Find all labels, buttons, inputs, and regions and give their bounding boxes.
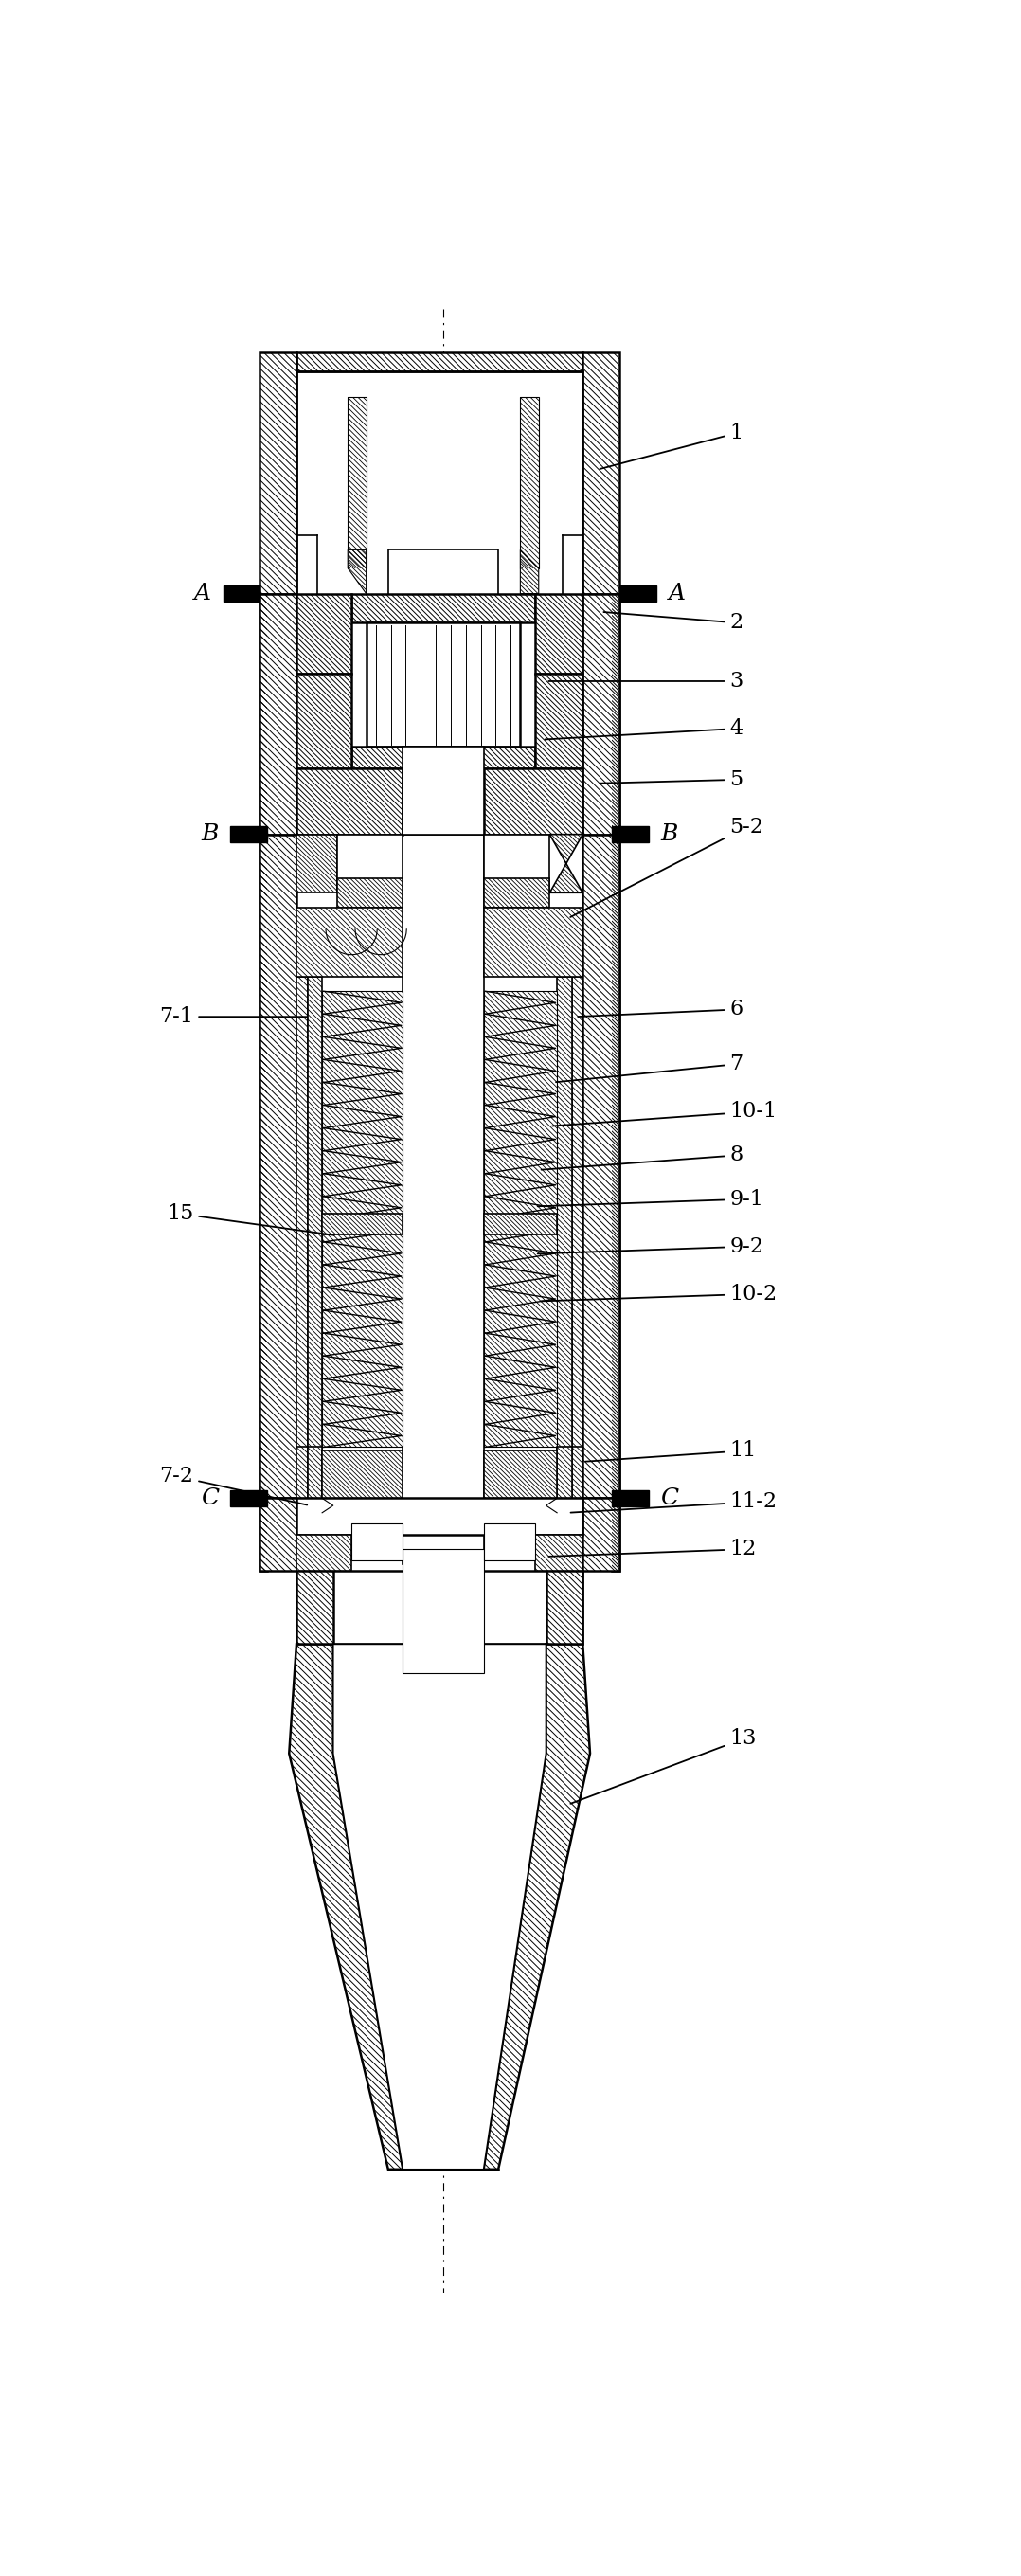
Text: 6: 6 (578, 999, 743, 1020)
Polygon shape (484, 878, 549, 907)
Polygon shape (296, 1535, 351, 1571)
Polygon shape (259, 592, 268, 835)
Polygon shape (521, 397, 539, 569)
Polygon shape (484, 1643, 590, 2169)
Polygon shape (535, 592, 583, 675)
Bar (337, 835, 403, 894)
Polygon shape (337, 878, 403, 907)
Text: C: C (661, 1486, 678, 1510)
Text: 3: 3 (548, 670, 743, 690)
Polygon shape (583, 592, 620, 835)
Polygon shape (557, 1448, 572, 1499)
Text: 10-1: 10-1 (552, 1100, 777, 1126)
Bar (223, 585, 259, 603)
Bar (612, 1489, 648, 1507)
Polygon shape (348, 549, 367, 592)
Polygon shape (572, 976, 583, 1499)
Bar (403, 747, 484, 835)
Text: 9-2: 9-2 (538, 1236, 764, 1257)
Polygon shape (296, 1448, 307, 1499)
Text: 15: 15 (166, 1203, 334, 1236)
Polygon shape (296, 907, 403, 976)
Bar (484, 1525, 535, 1561)
Polygon shape (259, 353, 296, 592)
Polygon shape (296, 675, 351, 768)
Polygon shape (296, 592, 351, 675)
Text: B: B (201, 824, 218, 845)
Text: 12: 12 (548, 1538, 757, 1558)
Text: 7: 7 (556, 1054, 743, 1082)
Text: 13: 13 (571, 1728, 757, 1803)
Polygon shape (484, 907, 583, 976)
Polygon shape (484, 992, 557, 1448)
Bar (367, 623, 521, 747)
Polygon shape (572, 1448, 583, 1499)
Text: 4: 4 (545, 719, 743, 739)
Polygon shape (484, 768, 583, 835)
Polygon shape (259, 1499, 296, 1571)
Polygon shape (549, 835, 583, 894)
Bar (612, 827, 648, 842)
Polygon shape (259, 592, 296, 835)
Text: 7-1: 7-1 (159, 1007, 307, 1028)
Polygon shape (323, 992, 403, 1448)
Polygon shape (583, 1499, 620, 1571)
Text: 1: 1 (600, 422, 743, 469)
Text: 7-2: 7-2 (159, 1466, 307, 1504)
Polygon shape (583, 353, 620, 592)
Polygon shape (259, 1499, 268, 1571)
Bar (484, 835, 549, 894)
Polygon shape (535, 675, 583, 768)
Polygon shape (307, 976, 323, 1499)
Bar (231, 1489, 268, 1507)
Bar (403, 835, 484, 1564)
Text: 2: 2 (603, 613, 743, 634)
Text: 10-2: 10-2 (541, 1283, 777, 1303)
Polygon shape (296, 768, 403, 835)
Text: 9-1: 9-1 (538, 1188, 764, 1211)
Text: 5: 5 (600, 770, 743, 791)
Polygon shape (289, 1643, 403, 2169)
Polygon shape (307, 1448, 323, 1499)
Polygon shape (296, 1571, 333, 1643)
Bar (351, 1525, 403, 1561)
Text: B: B (661, 824, 678, 845)
Text: A: A (668, 582, 685, 605)
Polygon shape (557, 976, 572, 1499)
Polygon shape (484, 1213, 557, 1234)
Polygon shape (333, 1643, 546, 2169)
Polygon shape (535, 1535, 583, 1571)
Polygon shape (296, 835, 337, 894)
Text: A: A (194, 582, 211, 605)
Bar (403, 1548, 484, 1674)
Polygon shape (546, 1571, 583, 1643)
Polygon shape (612, 592, 620, 835)
Polygon shape (348, 397, 367, 569)
Bar (620, 585, 657, 603)
Polygon shape (259, 835, 296, 1499)
Text: 11-2: 11-2 (571, 1492, 777, 1512)
Bar (296, 371, 583, 592)
Text: 5-2: 5-2 (571, 817, 764, 917)
Polygon shape (583, 835, 620, 1499)
Polygon shape (521, 549, 539, 592)
Polygon shape (259, 835, 268, 1499)
Bar (388, 549, 498, 598)
Polygon shape (351, 592, 535, 623)
Polygon shape (612, 1499, 620, 1571)
Text: 11: 11 (585, 1440, 757, 1461)
Bar (231, 827, 268, 842)
Text: 8: 8 (541, 1144, 743, 1170)
Polygon shape (612, 835, 620, 1499)
Polygon shape (323, 1213, 403, 1234)
Polygon shape (296, 353, 583, 371)
Polygon shape (484, 1450, 557, 1499)
Text: C: C (201, 1486, 218, 1510)
Polygon shape (351, 747, 535, 768)
Bar (296, 1499, 583, 1535)
Polygon shape (323, 1450, 403, 1499)
Bar (296, 1571, 583, 1643)
Polygon shape (296, 976, 307, 1499)
